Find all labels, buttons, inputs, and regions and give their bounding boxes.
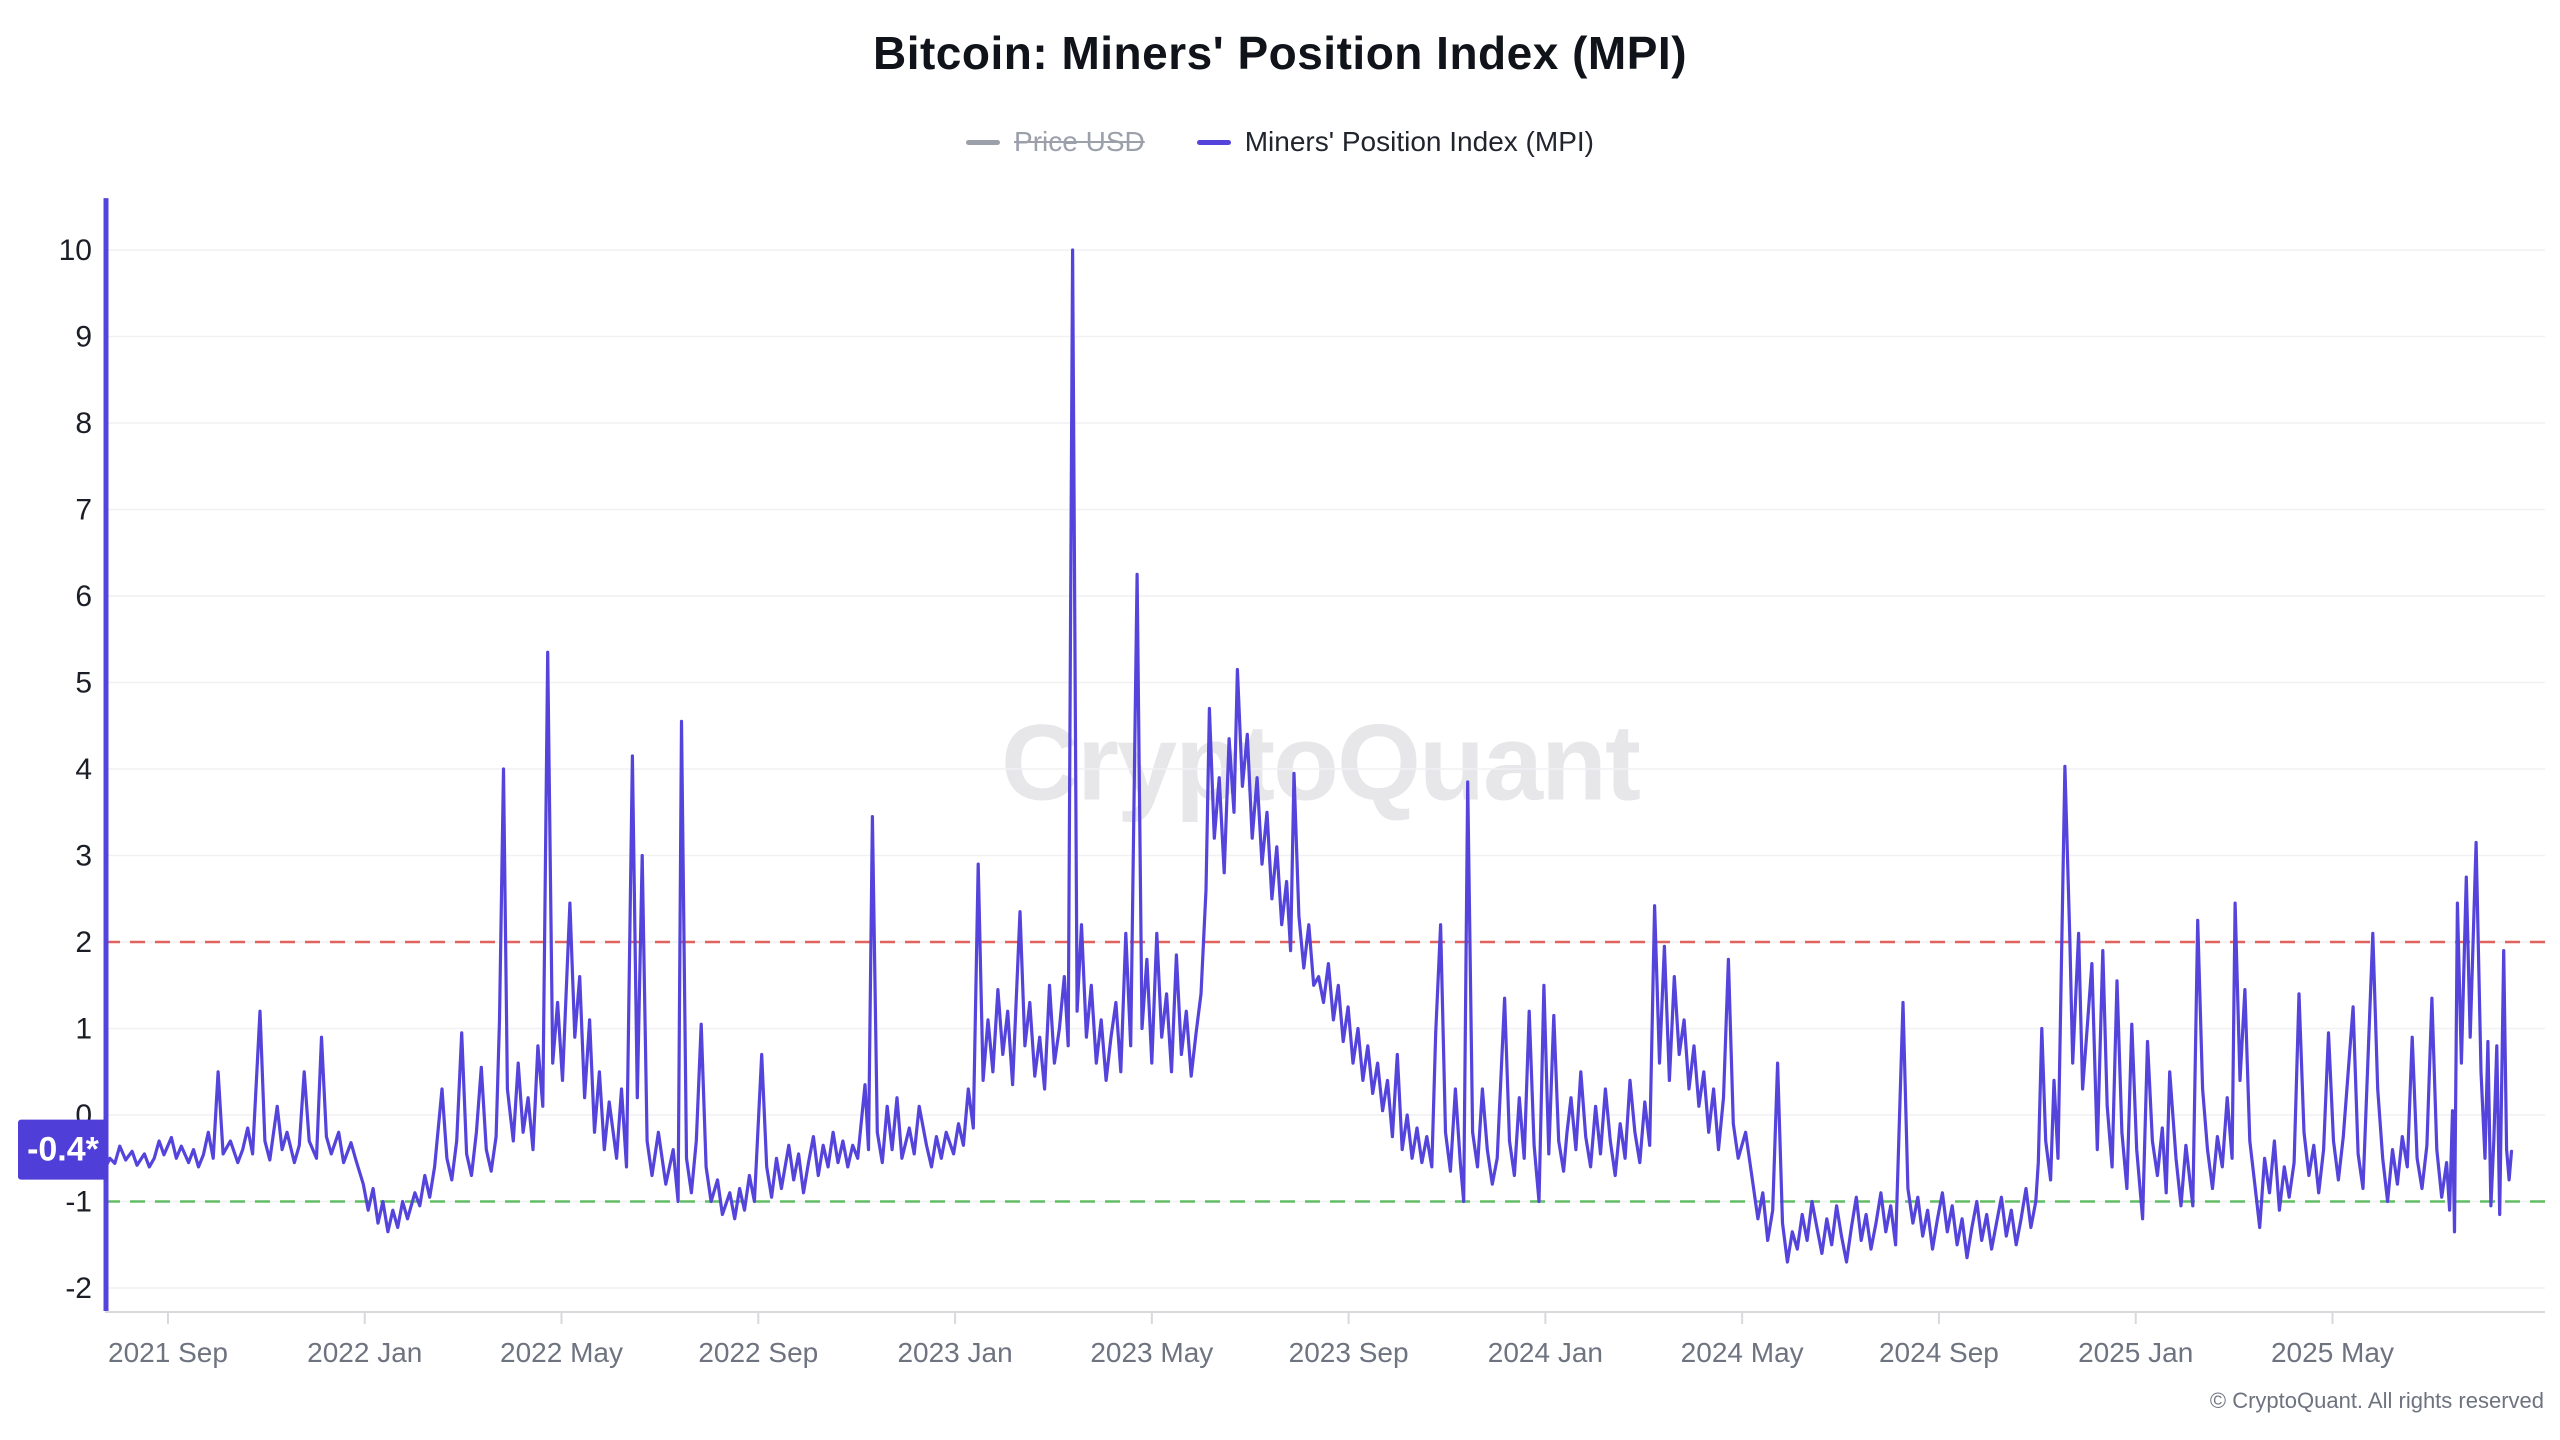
y-tick-label: -2 xyxy=(65,1272,92,1305)
x-tick-label: 2025 May xyxy=(2271,1337,2394,1368)
x-tick-label: 2025 Jan xyxy=(2078,1337,2193,1368)
price-usd-series-swatch-icon xyxy=(966,139,1001,145)
legend-item-mpi[interactable]: Miners' Position Index (MPI) xyxy=(1196,126,1594,158)
x-tick-label: 2023 Jan xyxy=(897,1337,1012,1368)
plot-area[interactable] xyxy=(105,150,2545,1312)
legend-item-price-usd[interactable]: Price USD xyxy=(966,126,1145,158)
copyright-text: © CryptoQuant. All rights reserved xyxy=(2209,1388,2544,1413)
y-tick-label: 7 xyxy=(75,494,92,527)
current-value-badge xyxy=(18,1119,108,1180)
watermark: CryptoQuant xyxy=(1001,701,1641,823)
y-tick-label: 8 xyxy=(75,407,92,440)
x-tick-label: 2024 May xyxy=(1681,1337,1804,1368)
y-tick-label: 9 xyxy=(75,321,92,354)
x-tick-label: 2023 Sep xyxy=(1289,1337,1409,1368)
mpi-series-swatch-icon xyxy=(1196,139,1231,145)
current-value-badge-label: -0.4* xyxy=(27,1131,100,1169)
y-tick-label: -1 xyxy=(65,1186,92,1219)
mpi-series-line xyxy=(103,248,2514,1264)
x-tick-label: 2021 Sep xyxy=(108,1337,228,1368)
y-tick-label: 4 xyxy=(75,753,92,786)
legend-label-mpi: Miners' Position Index (MPI) xyxy=(1244,126,1594,157)
legend: Price USD Miners' Position Index (MPI) xyxy=(0,126,2560,158)
y-tick-label: 5 xyxy=(75,667,92,700)
y-tick-label: 1 xyxy=(75,1013,92,1046)
legend-label-price-usd: Price USD xyxy=(1014,126,1145,157)
y-tick-label: 6 xyxy=(75,580,92,613)
x-tick-label: 2022 Jan xyxy=(307,1337,422,1368)
x-tick-label: 2024 Jan xyxy=(1488,1337,1603,1368)
y-tick-label: 2 xyxy=(75,926,92,959)
x-tick-label: 2022 May xyxy=(500,1337,623,1368)
chart-title: Bitcoin: Miners' Position Index (MPI) xyxy=(872,27,1688,79)
y-tick-label: 3 xyxy=(75,840,92,873)
x-tick-label: 2024 Sep xyxy=(1879,1337,1999,1368)
x-tick-label: 2023 May xyxy=(1090,1337,1213,1368)
y-tick-label: 10 xyxy=(59,234,92,267)
x-tick-label: 2022 Sep xyxy=(698,1337,818,1368)
